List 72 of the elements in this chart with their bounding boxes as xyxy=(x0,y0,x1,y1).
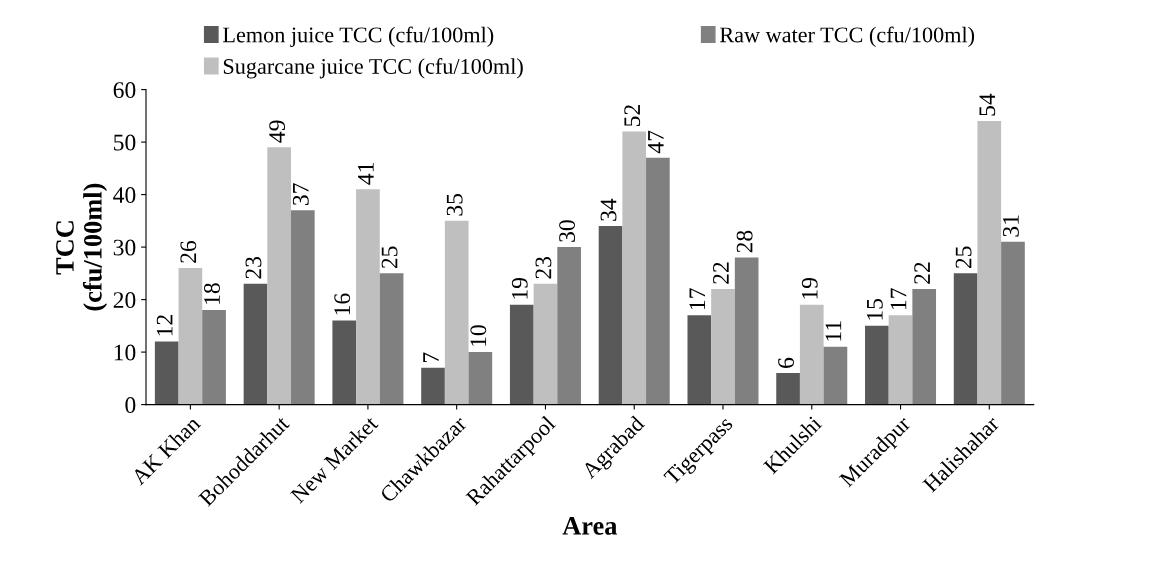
data-label: 31 xyxy=(1003,215,1019,237)
data-label: 47 xyxy=(648,130,664,154)
bar xyxy=(865,325,889,405)
bar xyxy=(776,373,800,405)
bar xyxy=(267,147,291,405)
bar xyxy=(912,289,937,405)
data-label: 17 xyxy=(890,288,907,310)
bar xyxy=(888,315,913,405)
data-label: 6 xyxy=(778,357,794,368)
y-tick-label: 40 xyxy=(113,187,136,204)
data-label: 52 xyxy=(624,105,641,127)
data-label: 23 xyxy=(535,256,552,279)
legend-label: Raw water TCC (cfu/100ml) xyxy=(719,26,975,47)
x-axis-title: Area xyxy=(562,517,618,535)
data-label: 18 xyxy=(204,283,220,304)
bar xyxy=(734,257,759,405)
bar xyxy=(379,273,404,405)
data-label: 37 xyxy=(292,183,309,206)
bar xyxy=(799,304,824,405)
bar xyxy=(243,283,268,405)
data-label: 10 xyxy=(470,325,487,346)
y-tick-label: 10 xyxy=(114,344,136,361)
data-label: 49 xyxy=(269,120,286,143)
data-label: 34 xyxy=(600,198,617,221)
bar xyxy=(687,315,712,405)
data-label: 15 xyxy=(866,298,883,320)
y-tick-label: 30 xyxy=(113,239,136,256)
bar xyxy=(468,352,493,405)
bar xyxy=(444,220,469,405)
bar xyxy=(178,268,203,405)
data-label: 22 xyxy=(713,262,729,284)
bar xyxy=(356,189,380,405)
bar xyxy=(202,310,226,405)
data-label: 16 xyxy=(334,293,351,315)
data-label: 22 xyxy=(914,262,930,284)
data-label: 25 xyxy=(381,246,398,269)
data-label: 17 xyxy=(689,288,705,310)
bar xyxy=(290,210,315,405)
bar xyxy=(1001,241,1025,405)
y-tick-label: 0 xyxy=(125,397,136,414)
y-tick-label: 60 xyxy=(113,82,136,99)
data-label: 28 xyxy=(736,230,753,253)
data-label: 19 xyxy=(511,278,528,299)
data-label: 30 xyxy=(559,220,576,242)
bar xyxy=(823,346,848,405)
bar xyxy=(509,304,534,405)
legend-label: Lemon juice TCC (cfu/100ml) xyxy=(223,26,494,47)
data-label: 25 xyxy=(955,246,972,269)
data-label: 54 xyxy=(979,93,996,116)
bar xyxy=(421,367,445,405)
data-label: 41 xyxy=(358,162,374,185)
data-label: 12 xyxy=(156,315,173,336)
bar xyxy=(953,273,978,405)
data-label: 35 xyxy=(446,193,463,216)
y-axis-title: TCC (cfu/100ml) xyxy=(56,183,108,311)
bar xyxy=(622,131,647,405)
data-label: 26 xyxy=(180,240,197,263)
bar xyxy=(646,157,670,405)
data-label: 7 xyxy=(423,352,439,363)
y-tick-label: 20 xyxy=(113,292,136,309)
bar xyxy=(557,247,581,405)
bar xyxy=(533,283,558,405)
bar xyxy=(598,226,623,405)
bar xyxy=(332,320,357,405)
y-tick-label: 50 xyxy=(114,134,136,151)
legend-label: Sugarcane juice TCC (cfu/100ml) xyxy=(223,58,523,79)
bar xyxy=(977,121,1002,405)
bar xyxy=(154,341,179,405)
data-label: 19 xyxy=(801,278,818,299)
data-label: 23 xyxy=(245,256,262,279)
bar xyxy=(711,289,735,405)
data-label: 11 xyxy=(825,321,842,341)
